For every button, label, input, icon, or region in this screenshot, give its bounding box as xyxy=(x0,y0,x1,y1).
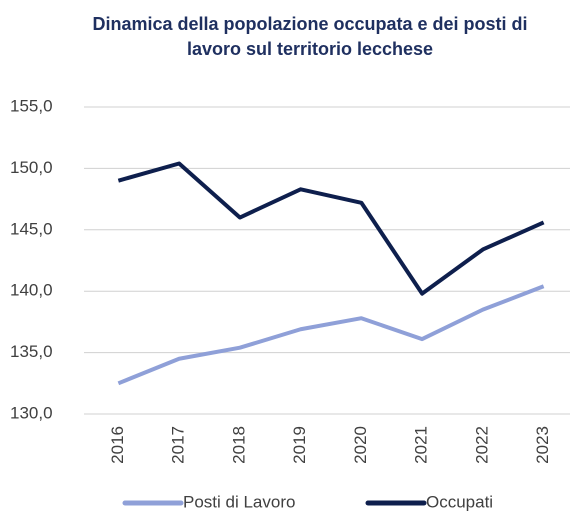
y-tick-label: 145,0 xyxy=(10,219,53,238)
legend-label: Posti di Lavoro xyxy=(183,492,295,511)
x-tick-label: 2017 xyxy=(169,426,188,464)
x-tick-label: 2020 xyxy=(351,426,370,464)
y-tick-label: 155,0 xyxy=(10,96,53,115)
x-tick-label: 2022 xyxy=(472,426,491,464)
x-tick-label: 2016 xyxy=(108,426,127,464)
x-tick-label: 2021 xyxy=(412,426,431,464)
y-tick-label: 135,0 xyxy=(10,342,53,361)
x-tick-label: 2019 xyxy=(290,426,309,464)
x-tick-label: 2018 xyxy=(229,426,248,464)
chart-title: Dinamica della popolazione occupata e de… xyxy=(92,14,528,59)
legend-label: Occupati xyxy=(426,492,493,511)
x-tick-label: 2023 xyxy=(533,426,552,464)
series-line xyxy=(117,284,545,386)
y-tick-label: 130,0 xyxy=(10,403,53,422)
y-tick-label: 140,0 xyxy=(10,281,53,300)
series-line xyxy=(117,161,545,296)
y-tick-label: 150,0 xyxy=(10,158,53,177)
